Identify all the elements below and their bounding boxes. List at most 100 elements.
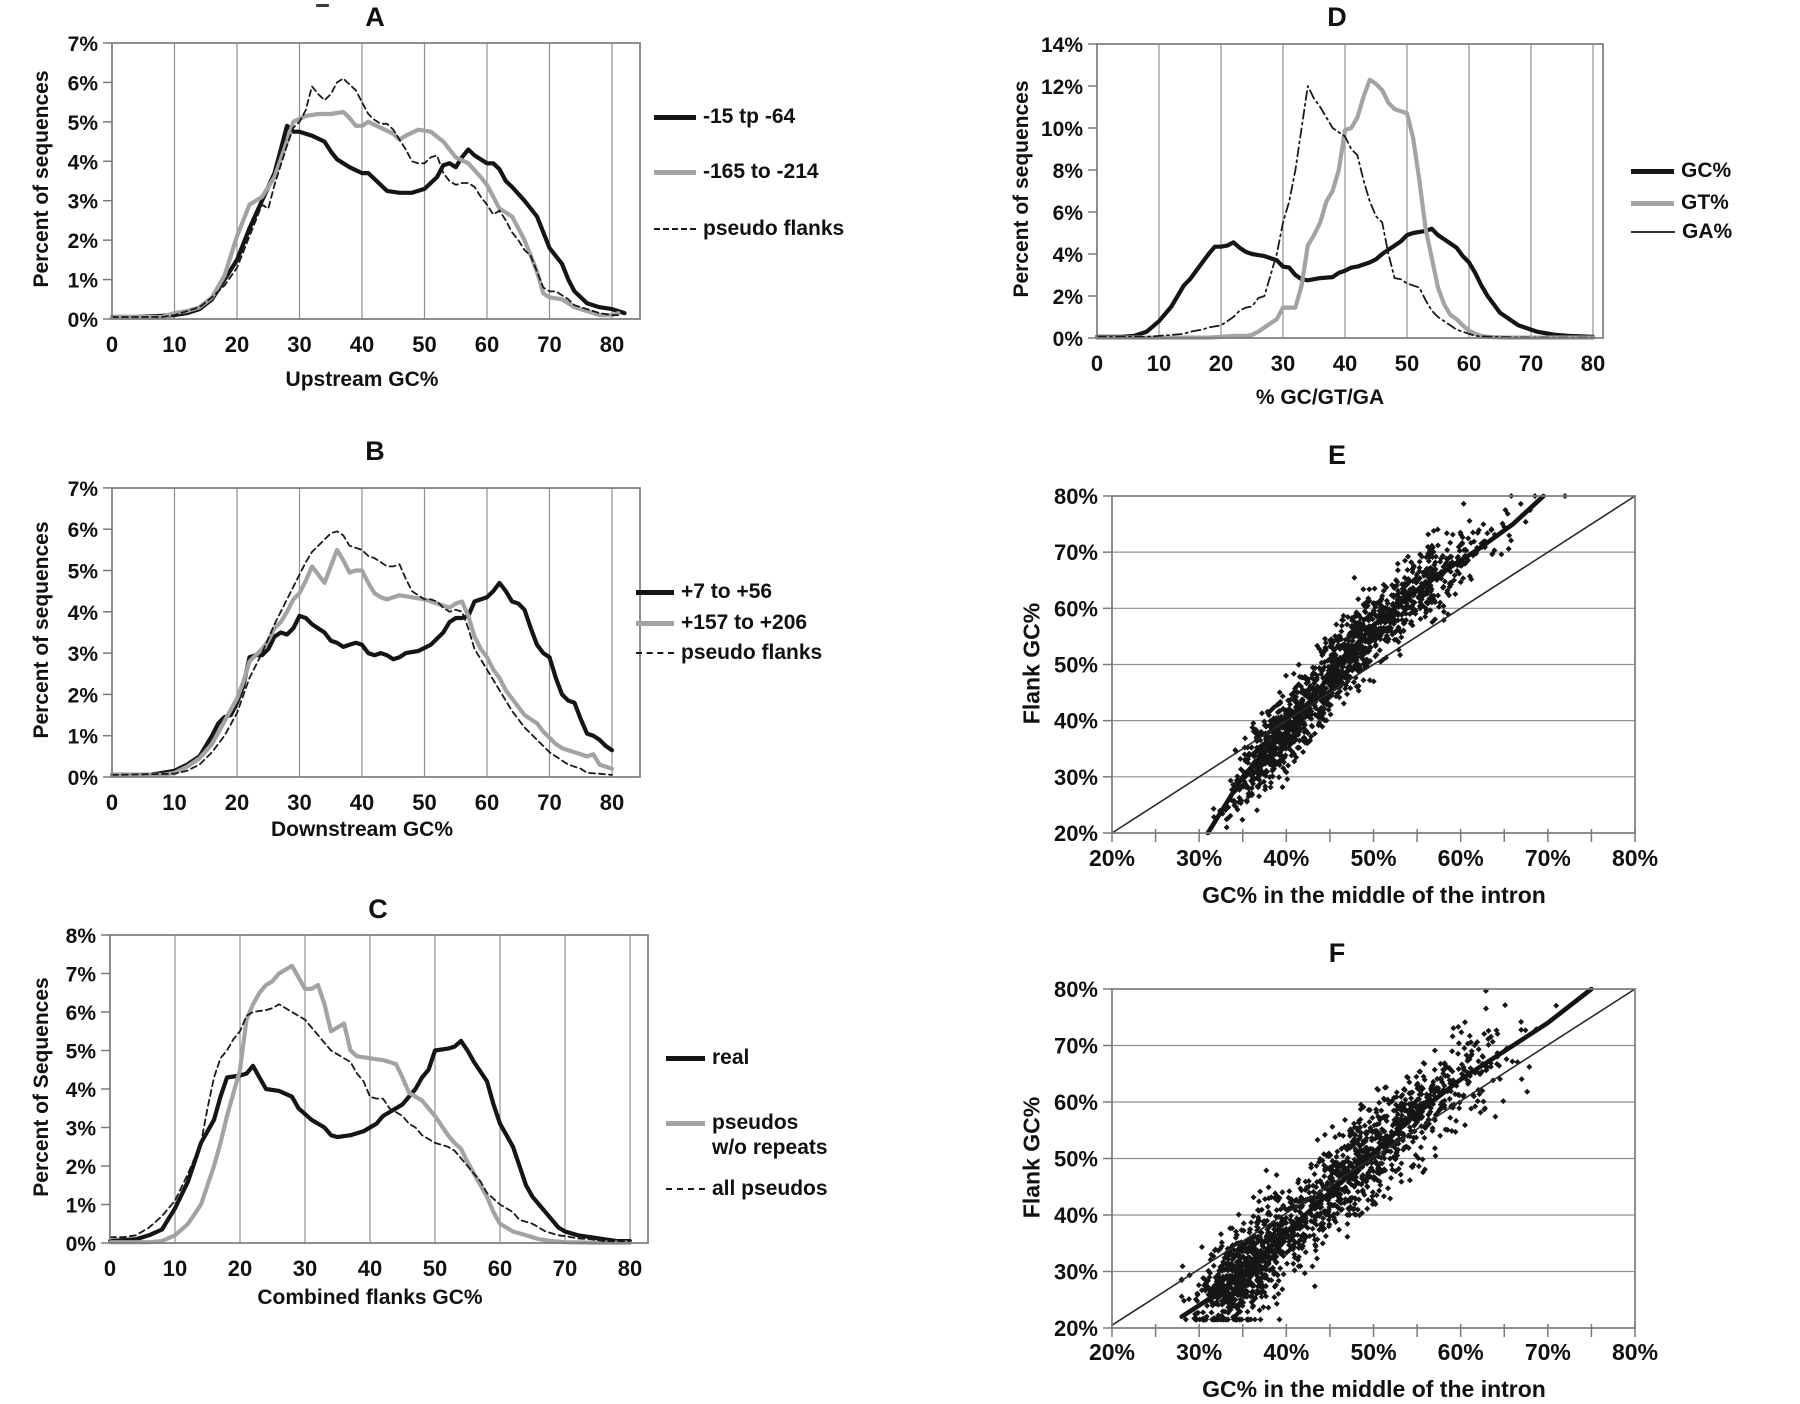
- y-tick-label: 5%: [68, 112, 99, 135]
- x-tick-label: 60: [475, 332, 499, 357]
- gray-line-sample-icon: [1631, 200, 1674, 206]
- legend-label: real: [712, 1046, 750, 1069]
- y-tick-label: 2%: [68, 230, 99, 253]
- y-tick-label: 60%: [1054, 1090, 1098, 1115]
- x-tick-label: 50%: [1350, 845, 1396, 871]
- x-tick-label: 70: [537, 790, 561, 815]
- y-tick-label: 30%: [1054, 765, 1098, 790]
- gray-line-sample-icon: [654, 169, 696, 175]
- legend-label: pseudo flanks: [681, 641, 823, 664]
- gray-line-sample-icon: [636, 620, 674, 626]
- plot-frame-C: [109, 934, 649, 1244]
- scan-artifact: [316, 4, 329, 7]
- regression-line: [1179, 986, 1594, 1319]
- x-tick-label: 40%: [1263, 1339, 1309, 1365]
- black-line-sample-icon: [666, 1055, 705, 1061]
- series-GT%: [1094, 77, 1596, 340]
- legend-label: GA%: [1682, 220, 1733, 243]
- legend-label: +7 to +56: [681, 580, 773, 603]
- y-tick-label: 0%: [66, 1233, 97, 1256]
- x-tick-label: 30: [287, 332, 311, 357]
- y-tick-label: 0%: [68, 309, 99, 332]
- x-tick-label: 60: [1457, 351, 1481, 376]
- y-tick-label: 2%: [66, 1156, 97, 1179]
- black-line-sample-icon: [1631, 168, 1674, 174]
- y-tick-label: 40%: [1054, 1203, 1098, 1228]
- x-tick-label: 40: [1333, 351, 1357, 376]
- y-tick-label: 6%: [66, 1002, 97, 1025]
- legend-item-d3: GA%: [1631, 220, 1732, 244]
- legend-item-b1: +7 to +56: [636, 580, 772, 604]
- y-tick-label: 5%: [66, 1041, 97, 1064]
- panel-f-title: F: [1328, 938, 1346, 968]
- dashed-line-sample-icon: [666, 1188, 705, 1190]
- x-tick-label: 50: [412, 790, 436, 815]
- panel-d-title: D: [1327, 2, 1347, 32]
- scatter-points: [1210, 493, 1568, 831]
- y-tick-label: 2%: [1053, 286, 1084, 309]
- x-tick-label: 70: [553, 1256, 577, 1281]
- legend-item-a3: pseudo flanks: [654, 217, 844, 241]
- panel-d-xaxis-title: % GC/GT/GA: [1255, 386, 1385, 409]
- panel-f-xaxis-title: GC% in the middle of the intron: [1202, 1376, 1546, 1402]
- x-tick-label: 20: [225, 332, 249, 357]
- x-tick-label: 60%: [1438, 1339, 1484, 1365]
- y-tick-label: 80%: [1054, 977, 1098, 1002]
- x-tick-label: 80%: [1612, 1339, 1658, 1365]
- y-tick-label: 40%: [1054, 709, 1098, 734]
- y-tick-label: 1%: [68, 270, 99, 293]
- legend-item-b2: +157 to +206: [636, 611, 807, 635]
- panel-a-title: A: [365, 2, 385, 32]
- legend-item-a1: -15 tp -64: [654, 105, 795, 129]
- legend-item-c1: real: [666, 1046, 749, 1070]
- y-tick-label: 8%: [66, 925, 97, 948]
- series-+157 to +206: [109, 547, 615, 778]
- x-tick-label: 20%: [1089, 1339, 1135, 1365]
- x-tick-label: 60: [488, 1256, 512, 1281]
- x-tick-label: 50%: [1350, 1339, 1396, 1365]
- black-line-sample-icon: [636, 589, 674, 595]
- legend-label: GT%: [1681, 191, 1729, 214]
- y-tick-label: 7%: [66, 964, 97, 987]
- y-tick-label: 70%: [1054, 540, 1098, 565]
- plot-frame-B: [111, 487, 641, 778]
- x-tick-label: 40: [350, 790, 374, 815]
- panel-c-yaxis-title: Percent of Sequences: [30, 977, 53, 1197]
- legend-label-line2: w/o repeats: [712, 1136, 828, 1159]
- y-tick-label: 30%: [1054, 1260, 1098, 1285]
- x-tick-label: 0: [106, 790, 118, 815]
- regression-line: [1205, 493, 1546, 836]
- legend-item-c2: pseudos w/o repeats: [666, 1110, 828, 1160]
- legend-item-d1: GC%: [1631, 159, 1731, 183]
- y-tick-label: 0%: [68, 767, 99, 790]
- y-tick-label: 8%: [1053, 160, 1084, 183]
- x-tick-label: 10: [163, 1256, 187, 1281]
- y-tick-label: 20%: [1054, 1316, 1098, 1341]
- x-tick-label: 30: [1271, 351, 1295, 376]
- x-tick-label: 60: [475, 790, 499, 815]
- x-tick-label: 20: [1209, 351, 1233, 376]
- y-tick-label: 80%: [1054, 484, 1098, 509]
- x-tick-label: 0: [106, 332, 118, 357]
- panel-c-title: C: [368, 894, 388, 924]
- legend-item-d2: GT%: [1631, 191, 1729, 215]
- identity-line: [1111, 988, 1636, 1326]
- identity-line: [1111, 495, 1636, 834]
- y-tick-label: 6%: [68, 72, 99, 95]
- x-tick-label: 60%: [1438, 845, 1484, 871]
- x-tick-label: 80: [600, 332, 624, 357]
- y-tick-label: 0%: [1053, 328, 1084, 351]
- plot-frame-D: [1096, 43, 1604, 339]
- panel-c-xaxis-title: Combined flanks GC%: [257, 1286, 483, 1309]
- y-tick-label: 50%: [1054, 652, 1098, 677]
- x-tick-label: 20%: [1089, 845, 1135, 871]
- legend-label: pseudo flanks: [703, 217, 845, 240]
- legend-label-line1: pseudos: [712, 1111, 799, 1134]
- y-tick-label: 50%: [1054, 1147, 1098, 1172]
- panel-d-yaxis-title: Percent of sequences: [1010, 80, 1033, 298]
- x-tick-label: 80: [1581, 351, 1605, 376]
- legend-label: +157 to +206: [681, 611, 808, 634]
- gray-line-sample-icon: [666, 1121, 705, 1126]
- y-tick-label: 14%: [1041, 34, 1083, 57]
